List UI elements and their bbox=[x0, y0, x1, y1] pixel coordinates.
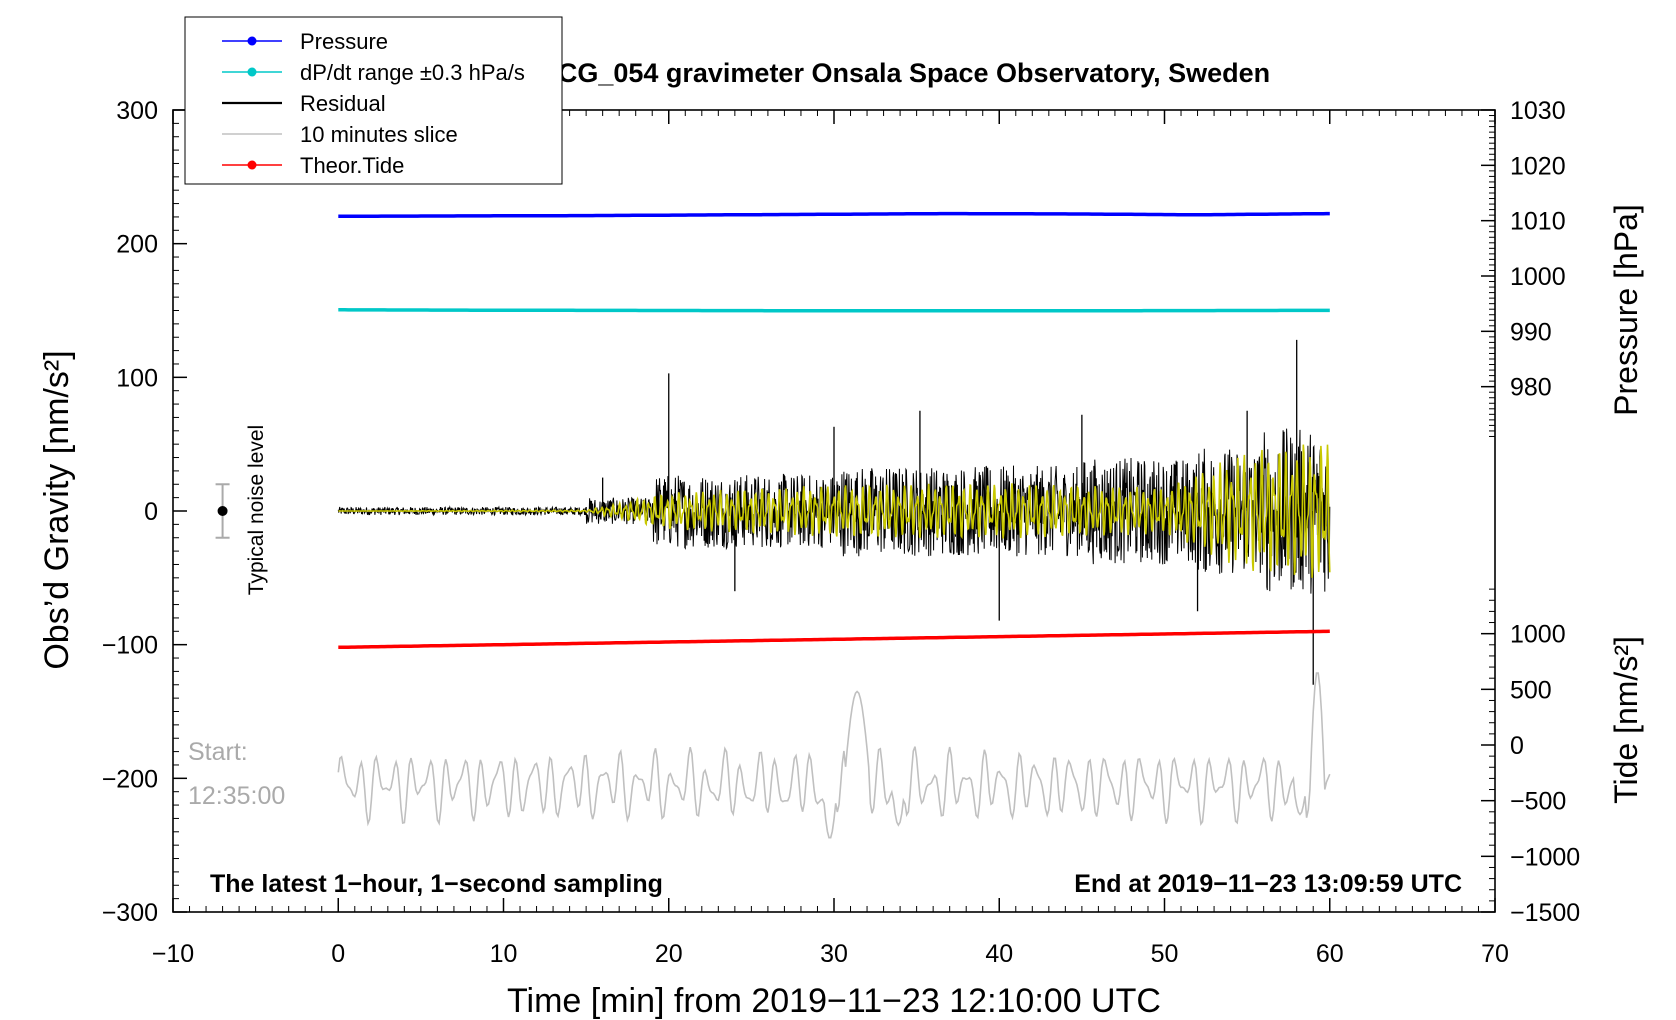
pressure-tick-label: 1010 bbox=[1510, 208, 1566, 236]
x-tick-label: 30 bbox=[820, 940, 848, 968]
x-tick-label: 40 bbox=[985, 940, 1013, 968]
tide-tick-label: −1500 bbox=[1510, 899, 1580, 927]
y-tick-label: 0 bbox=[144, 498, 158, 526]
legend: Pressure dP/dt range ±0.3 hPa/s Residual 10… bbox=[184, 16, 563, 185]
x-tick-label: 50 bbox=[1151, 940, 1179, 968]
legend-label: dP/dt range ±0.3 hPa/s bbox=[300, 60, 525, 85]
series-pressure bbox=[338, 211, 1330, 219]
series-theor-tide bbox=[338, 629, 1330, 650]
x-tick-label: 60 bbox=[1316, 940, 1344, 968]
tide-tick-label: 500 bbox=[1510, 676, 1552, 704]
pressure-tick-label: 980 bbox=[1510, 374, 1552, 402]
pressure-tick-label: 1030 bbox=[1510, 97, 1566, 125]
bottom-left-note: The latest 1−hour, 1−second sampling bbox=[210, 870, 663, 898]
x-tick-label: −10 bbox=[152, 940, 194, 968]
legend-marker bbox=[247, 160, 257, 170]
legend-marker bbox=[247, 36, 257, 46]
series-layer bbox=[215, 211, 1331, 839]
legend-entries: Pressure dP/dt range ±0.3 hPa/s Residual 10… bbox=[222, 29, 525, 178]
legend-label: Theor.Tide bbox=[300, 153, 404, 178]
tide-axis-label: Tide [nm/s²] bbox=[1608, 636, 1644, 804]
tide-tick-label: −500 bbox=[1510, 788, 1566, 816]
pressure-tick-label: 990 bbox=[1510, 318, 1552, 346]
tide-tick-label: 1000 bbox=[1510, 621, 1566, 649]
series-filtered bbox=[338, 444, 1331, 578]
start-label: Start: bbox=[188, 738, 248, 766]
y-tick-label: 200 bbox=[116, 231, 158, 259]
y-tick-label: −200 bbox=[102, 765, 158, 793]
series-residual bbox=[337, 428, 1331, 594]
legend-label: Residual bbox=[300, 91, 386, 116]
x-tick-label: 10 bbox=[490, 940, 518, 968]
legend-label: Pressure bbox=[300, 29, 388, 54]
tide-tick-label: 0 bbox=[1510, 732, 1524, 760]
y-axis-label-left: Obs’d Gravity [nm/s²] bbox=[38, 350, 76, 669]
y-tick-label: −300 bbox=[102, 899, 158, 927]
x-tick-label: 20 bbox=[655, 940, 683, 968]
chart-title: SCG_054 gravimeter Onsala Space Observat… bbox=[540, 58, 1270, 88]
x-axis: −10 0 10 20 30 40 50 60 70 bbox=[152, 110, 1509, 968]
x-tick-label: 0 bbox=[331, 940, 345, 968]
y-axis-right: 1030 1020 1010 1000 990 980 1000 500 0 −500 −1000 −… bbox=[1481, 97, 1580, 927]
series-10-minutes-slice bbox=[337, 672, 1331, 839]
legend-label: 10 minutes slice bbox=[300, 122, 458, 147]
start-time: 12:35:00 bbox=[188, 782, 285, 810]
noise-level-point bbox=[217, 506, 228, 516]
legend-marker bbox=[247, 67, 257, 77]
pressure-axis-label: Pressure [hPa] bbox=[1608, 204, 1644, 416]
pressure-tick-label: 1020 bbox=[1510, 152, 1566, 180]
noise-level-label: Typical noise level bbox=[245, 425, 268, 595]
x-tick-label: 70 bbox=[1481, 940, 1509, 968]
y-tick-label: 100 bbox=[116, 364, 158, 392]
y-axis-left: 300 200 100 0 −100 −200 −300 bbox=[102, 97, 187, 927]
series-dpdt bbox=[338, 308, 1330, 313]
bottom-right-note: End at 2019−11−23 13:09:59 UTC bbox=[1074, 870, 1462, 898]
y-tick-label: −100 bbox=[102, 632, 158, 660]
pressure-tick-label: 1000 bbox=[1510, 263, 1566, 291]
x-axis-label: Time [min] from 2019−11−23 12:10:00 UTC bbox=[507, 982, 1161, 1020]
legend-box bbox=[184, 16, 563, 185]
tide-tick-label: −1000 bbox=[1510, 843, 1580, 871]
y-tick-label: 300 bbox=[116, 97, 158, 125]
